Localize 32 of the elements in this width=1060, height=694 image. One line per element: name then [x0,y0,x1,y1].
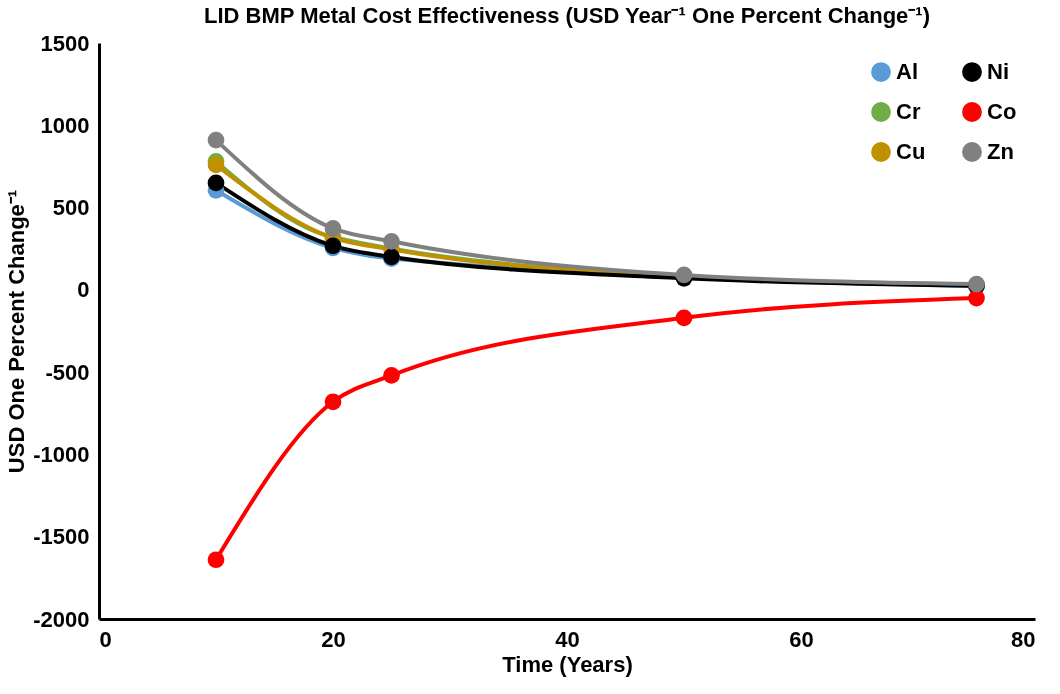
x-tick-label: 40 [555,626,580,652]
point [383,367,400,384]
point [383,232,400,250]
y-axis-title: USD One Percent Change⁻¹ [4,189,30,474]
point [324,393,342,411]
legend-label: Zn [987,139,1014,164]
y-tick-label: 0 [77,277,90,303]
point [207,174,225,192]
legend-label: Cu [896,139,926,164]
y-tick-label: 1000 [40,112,90,138]
y-tick-label: -1500 [33,524,90,550]
y-tick-label: -500 [45,359,90,385]
point [324,220,342,237]
point [207,156,225,174]
legend-label: Co [987,99,1017,124]
x-tick-label: 0 [99,626,112,652]
y-tick-label: 1500 [40,30,90,56]
chart-title: LID BMP Metal Cost Effectiveness (USD Year⁻¹ One Percent Change⁻¹) [204,3,930,28]
point [968,289,985,307]
x-tick-label: 20 [321,626,346,652]
x-tick-label: 80 [1011,626,1036,652]
x-axis-title: Time (Years) [502,651,633,677]
legend-label: Al [896,59,918,85]
point [207,551,225,569]
y-tick-label: 500 [52,195,90,221]
y-tick-label: -2000 [33,606,90,632]
point [207,131,225,149]
y-tick-label: -1000 [33,441,90,467]
x-tick-label: 60 [789,626,814,652]
legend-label: Ni [987,59,1009,85]
legend-label: Cr [896,99,921,124]
point [675,309,693,327]
